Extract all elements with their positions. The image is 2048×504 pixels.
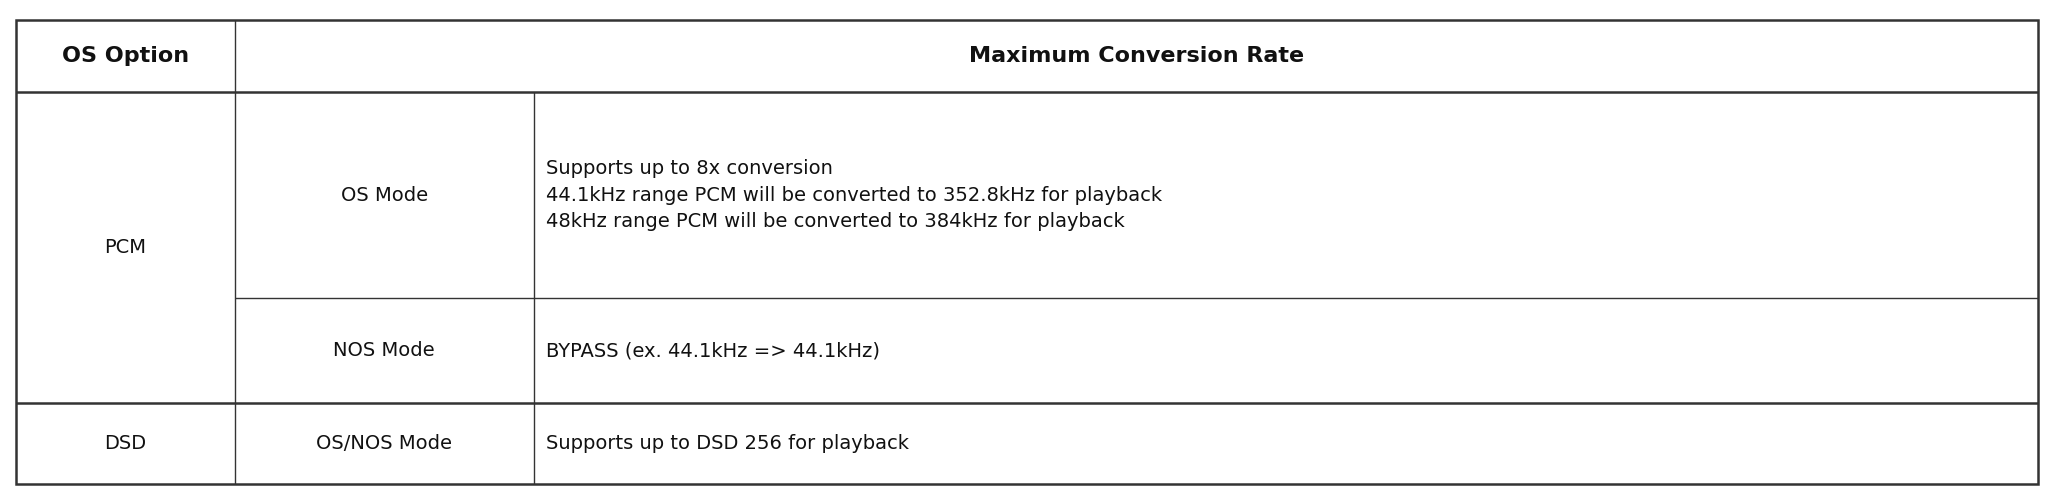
Text: PCM: PCM (104, 238, 147, 257)
Text: DSD: DSD (104, 434, 147, 453)
Text: OS/NOS Mode: OS/NOS Mode (315, 434, 453, 453)
Text: BYPASS (ex. 44.1kHz => 44.1kHz): BYPASS (ex. 44.1kHz => 44.1kHz) (547, 341, 881, 360)
Text: Supports up to DSD 256 for playback: Supports up to DSD 256 for playback (547, 434, 909, 453)
Text: NOS Mode: NOS Mode (334, 341, 434, 360)
Text: OS Option: OS Option (61, 46, 188, 66)
Text: OS Mode: OS Mode (340, 185, 428, 205)
Text: Maximum Conversion Rate: Maximum Conversion Rate (969, 46, 1305, 66)
Text: Supports up to 8x conversion
44.1kHz range PCM will be converted to 352.8kHz for: Supports up to 8x conversion 44.1kHz ran… (547, 159, 1161, 231)
